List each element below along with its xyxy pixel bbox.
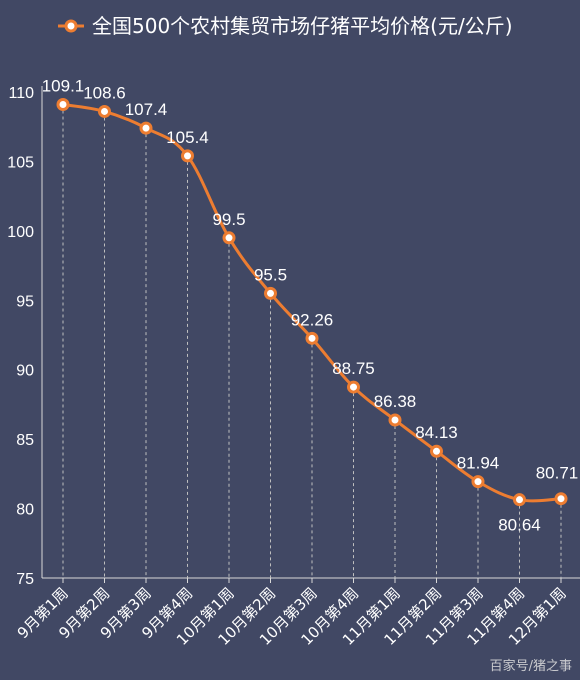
drop-lines	[62, 104, 562, 578]
legend-series-label: 全国500个农村集贸市场仔猪平均价格(元/公斤)	[92, 14, 513, 38]
y-tick-label: 100	[7, 224, 34, 241]
legend[interactable]: 全国500个农村集贸市场仔猪平均价格(元/公斤)	[58, 14, 513, 38]
y-tick-label: 75	[16, 571, 34, 588]
data-point[interactable]	[554, 492, 568, 506]
data-point[interactable]	[305, 331, 319, 345]
y-tick-label: 105	[7, 154, 34, 171]
data-label: 109.1	[42, 76, 85, 95]
data-point[interactable]	[264, 286, 277, 300]
data-label: 84.13	[415, 423, 458, 442]
data-point[interactable]	[222, 231, 236, 245]
data-point[interactable]	[56, 97, 70, 111]
y-tick-label: 110	[8, 85, 34, 102]
data-label: 92.26	[291, 310, 334, 329]
watermark: 百家号/猪之事	[489, 659, 572, 674]
data-point[interactable]	[181, 149, 194, 163]
data-point[interactable]	[347, 380, 360, 394]
data-label: 88.75	[332, 359, 375, 378]
data-label: 81.94	[457, 454, 500, 473]
data-label: 107.4	[125, 100, 168, 119]
y-tick-label: 85	[16, 432, 34, 449]
y-tick-label: 95	[16, 293, 34, 310]
data-point[interactable]	[430, 444, 443, 458]
data-point[interactable]	[388, 413, 402, 427]
data-point[interactable]	[513, 493, 526, 507]
data-point[interactable]	[98, 104, 111, 118]
data-label: 99.5	[212, 210, 245, 229]
legend-marker-swatch	[64, 19, 78, 33]
data-point[interactable]	[471, 475, 485, 489]
data-label: 80.71	[536, 464, 579, 483]
data-points	[56, 97, 568, 507]
y-tick-label: 90	[16, 363, 34, 380]
y-tick-label: 80	[16, 502, 34, 519]
data-label: 80.64	[498, 516, 541, 535]
data-label: 108.6	[83, 83, 126, 102]
data-point[interactable]	[139, 121, 153, 135]
y-axis: 75 80 85 90 95 100 105 110	[7, 85, 43, 588]
x-axis: 9月第1周9月第2周9月第3周9月第4周10月第1周10月第2周10月第3周10…	[14, 577, 580, 649]
data-label: 105.4	[166, 128, 209, 147]
data-label: 86.38	[374, 392, 417, 411]
data-label: 95.5	[254, 265, 287, 284]
